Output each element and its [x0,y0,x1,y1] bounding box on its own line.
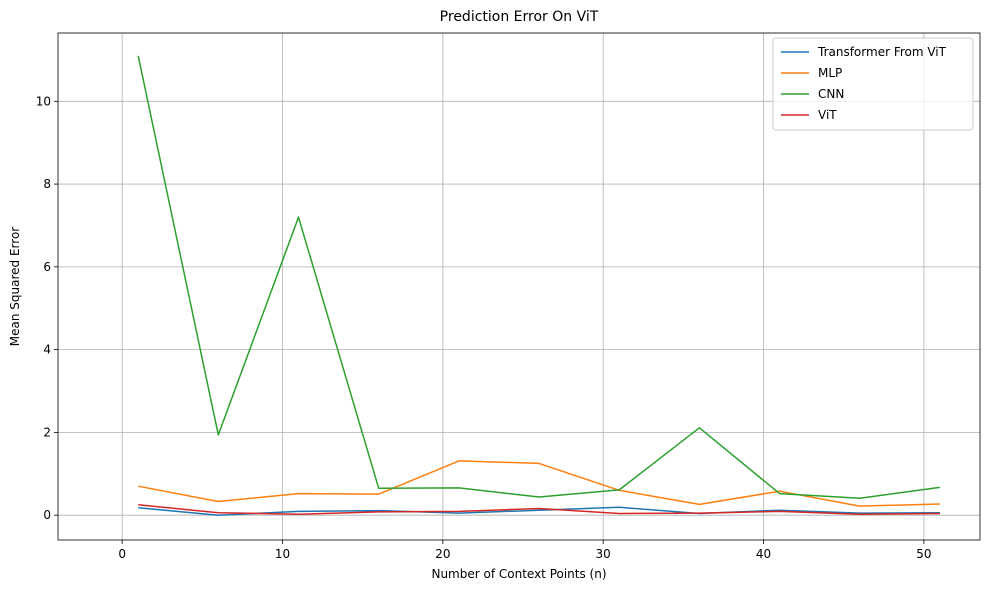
y-tick-label: 0 [43,508,51,522]
legend-label: MLP [818,66,842,80]
y-tick-label: 8 [43,177,51,191]
x-tick-label: 30 [596,547,611,561]
series-line-mlp [138,460,940,507]
y-axis: 0 2 4 6 8 10 [36,94,58,522]
grid [58,33,980,540]
y-tick-label: 2 [43,425,51,439]
legend-box [772,37,974,131]
series-line-transformer-from-vit [138,506,940,516]
x-tick-label: 0 [118,547,126,561]
y-axis-label: Mean Squared Error [8,227,22,347]
x-tick-label: 20 [435,547,450,561]
x-tick-label: 50 [916,547,931,561]
legend-label: Transformer From ViT [817,45,947,59]
series-lines [137,55,941,516]
legend-label: CNN [818,87,844,101]
x-axis: 0 10 20 30 40 50 [118,540,932,561]
series-line-cnn [137,55,941,499]
series-line-vit [138,504,940,516]
y-tick-label: 4 [43,343,51,357]
x-tick-label: 10 [275,547,290,561]
legend: Transformer From ViT MLP CNN ViT [772,37,974,131]
x-axis-label: Number of Context Points (n) [431,567,606,581]
y-tick-label: 10 [36,94,51,108]
x-tick-label: 40 [756,547,771,561]
legend-label: ViT [818,108,837,122]
y-tick-label: 6 [43,260,51,274]
chart-title: Prediction Error On ViT [440,9,599,25]
plot-frame [57,32,981,541]
